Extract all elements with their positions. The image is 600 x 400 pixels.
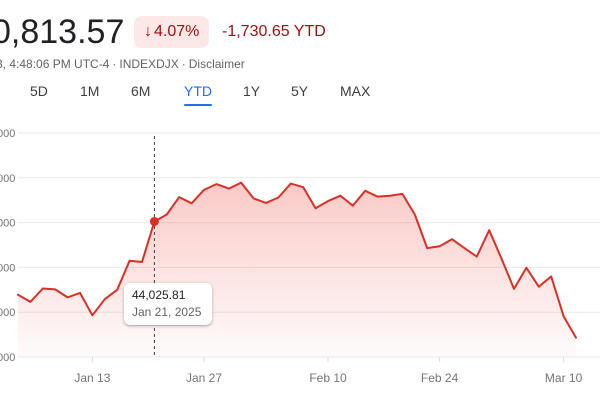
quote-meta: 3, 4:48:06 PM UTC-4 · INDEXDJX · Disclaimer xyxy=(0,55,245,73)
x-tick-label: Mar 10 xyxy=(545,371,583,385)
range-tabs: 5D 1M 6M YTD 1Y 5Y MAX xyxy=(0,80,600,106)
tab-ytd[interactable]: YTD xyxy=(184,83,212,99)
price-value: 0,813.57 xyxy=(0,13,125,51)
y-tick-label: 000 xyxy=(0,218,15,230)
y-tick-label: 000 xyxy=(0,307,15,319)
tab-5d[interactable]: 5D xyxy=(30,83,48,99)
tab-5y[interactable]: 5Y xyxy=(291,83,309,99)
active-tab-indicator xyxy=(184,104,212,106)
tab-max[interactable]: MAX xyxy=(340,83,371,99)
tab-1m[interactable]: 1M xyxy=(80,83,100,99)
x-tick-label: Jan 27 xyxy=(186,371,222,385)
disclaimer-link[interactable]: Disclaimer xyxy=(188,57,245,71)
change-ytd: -1,730.65 YTD xyxy=(222,23,326,40)
y-tick-label: 000 xyxy=(0,262,15,274)
series-area xyxy=(18,182,576,357)
series-line xyxy=(17,181,577,339)
y-tick-label: 000 xyxy=(0,173,15,185)
hover-tooltip: 44,025.81 Jan 21, 2025 xyxy=(124,283,212,325)
y-tick-label: 000 xyxy=(0,352,15,364)
change-badge: ↓ 4.07% xyxy=(134,16,210,48)
x-tick-label: Feb 10 xyxy=(309,371,347,385)
hover-point xyxy=(149,216,159,226)
change-percent: 4.07% xyxy=(154,23,200,40)
x-tick-label: Feb 24 xyxy=(421,371,459,385)
index-symbol: INDEXDJX xyxy=(119,57,179,71)
tooltip-date: Jan 21, 2025 xyxy=(132,305,202,319)
x-tick-label: Jan 13 xyxy=(74,371,110,385)
arrow-down-icon: ↓ xyxy=(144,23,152,40)
tab-1y[interactable]: 1Y xyxy=(243,83,261,99)
tooltip-value: 44,025.81 xyxy=(132,288,186,302)
quote-timestamp: 3, 4:48:06 PM UTC-4 xyxy=(0,57,110,71)
separator: · xyxy=(181,57,186,71)
separator: · xyxy=(112,57,117,71)
y-tick-label: 000 xyxy=(0,128,15,140)
tab-6m[interactable]: 6M xyxy=(131,83,151,99)
